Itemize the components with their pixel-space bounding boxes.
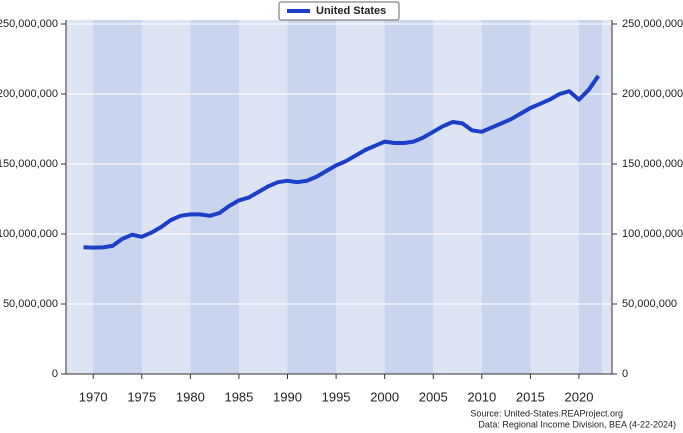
y2-tick-label: 200,000,000 xyxy=(622,88,683,100)
source-note: Source: United-States.REAProject.org xyxy=(470,408,623,418)
y2-tick-label: 250,000,000 xyxy=(622,18,683,30)
x-tick-label: 1995 xyxy=(322,389,351,404)
band xyxy=(578,20,602,374)
x-tick-label: 2005 xyxy=(419,389,448,404)
band xyxy=(384,20,434,374)
x-tick-label: 2015 xyxy=(516,389,545,404)
y2-tick-label: 100,000,000 xyxy=(622,228,683,240)
y2-tick-label: 0 xyxy=(622,368,628,380)
y-tick-label: 50,000,000 xyxy=(3,298,58,310)
band xyxy=(481,20,531,374)
band xyxy=(287,20,337,374)
legend-label: United States xyxy=(316,5,386,17)
x-tick-label: 1990 xyxy=(273,389,302,404)
band xyxy=(190,20,239,374)
x-tick-label: 1970 xyxy=(79,389,108,404)
x-tick-label: 2000 xyxy=(370,389,399,404)
source-note: Data: Regional Income Division, BEA (4-2… xyxy=(478,419,676,429)
y-tick-label: 0 xyxy=(52,368,58,380)
y2-tick-label: 150,000,000 xyxy=(622,158,683,170)
y-tick-label: 200,000,000 xyxy=(0,88,58,100)
y-tick-label: 150,000,000 xyxy=(0,158,58,170)
legend-box xyxy=(278,1,400,21)
band xyxy=(93,20,142,374)
x-tick-label: 1975 xyxy=(127,389,156,404)
x-tick-label: 2020 xyxy=(565,389,594,404)
data-line xyxy=(83,74,601,250)
y-tick-label: 250,000,000 xyxy=(0,18,58,30)
x-tick-label: 2010 xyxy=(467,389,496,404)
y2-tick-label: 50,000,000 xyxy=(622,298,677,310)
y-tick-label: 100,000,000 xyxy=(0,228,58,240)
x-tick-label: 1985 xyxy=(224,389,253,404)
x-tick-label: 1980 xyxy=(176,389,205,404)
